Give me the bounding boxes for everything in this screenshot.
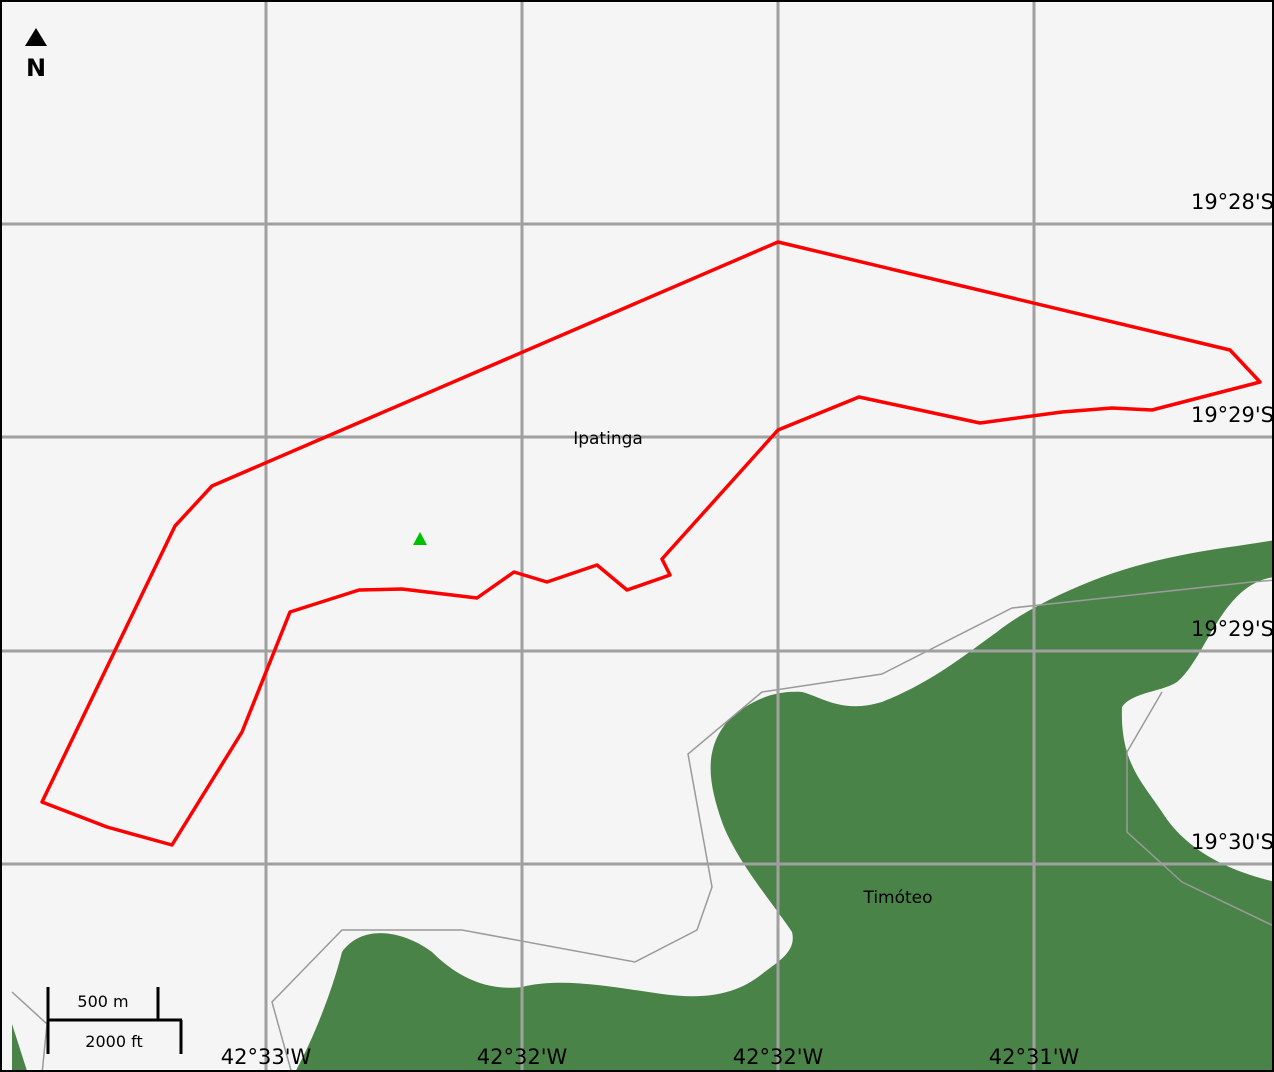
latitude-label: 19°30'S xyxy=(1191,830,1274,854)
longitude-label: 42°32'W xyxy=(733,1045,824,1069)
latitude-label: 19°28'S xyxy=(1191,190,1274,214)
scale-bar-metric-label: 500 m xyxy=(77,992,128,1011)
longitude-label: 42°33'W xyxy=(221,1045,312,1069)
scale-bar-imperial-label: 2000 ft xyxy=(85,1032,142,1051)
north-arrow-label: N xyxy=(26,54,46,82)
latitude-label: 19°29'S xyxy=(1191,403,1274,427)
place-label-timoteo[interactable]: Timóteo xyxy=(862,888,932,908)
triangle-marker-icon[interactable] xyxy=(413,532,427,545)
longitude-label: 42°32'W xyxy=(477,1045,568,1069)
longitude-label: 42°31'W xyxy=(989,1045,1080,1069)
forest-area-corner xyxy=(12,1024,27,1070)
forest-area-timoteo xyxy=(296,540,1272,1070)
ipatinga-boundary[interactable] xyxy=(40,240,1262,847)
place-label-ipatinga[interactable]: Ipatinga xyxy=(573,429,643,449)
latitude-label: 19°29'S xyxy=(1191,617,1274,641)
north-arrow-icon xyxy=(25,28,47,46)
scale-bar xyxy=(46,987,183,1054)
